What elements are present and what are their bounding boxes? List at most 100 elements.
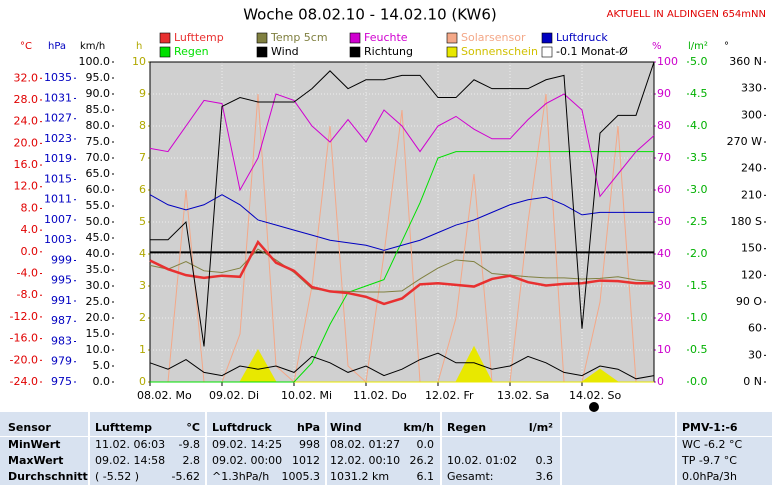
y-tick-label: 28.0 bbox=[14, 93, 39, 106]
y-tick-label: 10 bbox=[657, 343, 671, 356]
series-line bbox=[149, 248, 655, 293]
y-tick-label: 5 bbox=[139, 215, 146, 228]
axis-unit: °C bbox=[20, 41, 32, 52]
y-tick-label: 2.5 bbox=[690, 215, 708, 228]
table-cell-text: WC -6.2 °C bbox=[682, 438, 743, 451]
y-tick-label: 85.0 bbox=[86, 103, 111, 116]
table-cell-text: 1031.2 km bbox=[330, 470, 389, 483]
axis-unit: h bbox=[136, 41, 142, 52]
y-tick-label: 1015 bbox=[44, 172, 72, 185]
table-cell-text: 10.02. 01:02 bbox=[447, 454, 517, 467]
table-cell-text: -9.8 bbox=[179, 438, 200, 451]
y-tick-label: 80.0 bbox=[86, 119, 111, 132]
series-line bbox=[149, 239, 654, 306]
x-tick-label: 08.02. Mo bbox=[137, 389, 192, 402]
y-tick-label: 90 O bbox=[736, 295, 762, 308]
y-tick-label: 95.0 bbox=[86, 71, 111, 84]
y-tick-label: 30 bbox=[657, 279, 671, 292]
table-cell bbox=[562, 412, 675, 436]
y-tick-label: 50.0 bbox=[86, 215, 111, 228]
table-cell bbox=[0, 437, 88, 453]
legend-swatch bbox=[159, 46, 171, 58]
series-line bbox=[150, 151, 654, 383]
y-tick-label: 7 bbox=[139, 151, 146, 164]
legend-label: Luftdruck bbox=[556, 31, 608, 44]
table-cell-text: ^1.3hPa/h bbox=[212, 470, 269, 483]
y-tick-label: 6 bbox=[139, 183, 146, 196]
y-tick-label: 20.0 bbox=[14, 136, 39, 149]
table-cell-text: 11.02. 06:03 bbox=[95, 438, 165, 451]
table-header: Lufttemp bbox=[95, 421, 152, 434]
y-tick-label: 100 bbox=[657, 55, 678, 68]
y-tick-label: 2.0 bbox=[690, 247, 708, 260]
table-cell bbox=[327, 469, 440, 485]
y-tick-label: 20 bbox=[657, 311, 671, 324]
x-tick-label: 09.02. Di bbox=[209, 389, 259, 402]
table-cell bbox=[90, 437, 205, 453]
y-tick-label: 10 bbox=[132, 55, 146, 68]
y-tick-label: -12.0 bbox=[10, 310, 38, 323]
y-tick-label: 60.0 bbox=[86, 183, 111, 196]
y-tick-label: 270 W bbox=[727, 135, 762, 148]
y-tick-label: 100.0 bbox=[79, 55, 111, 68]
y-tick-label: 0 N bbox=[743, 375, 762, 388]
y-tick-label: 40 bbox=[657, 247, 671, 260]
y-tick-label: 1011 bbox=[44, 193, 72, 206]
y-tick-label: 991 bbox=[51, 294, 72, 307]
legend-swatch bbox=[446, 46, 458, 58]
x-tick-label: 12.02. Fr bbox=[425, 389, 474, 402]
table-header: Luftdruck bbox=[212, 421, 273, 434]
table-cell-text: TP -9.7 °C bbox=[681, 454, 737, 467]
y-tick-label: 4.5 bbox=[690, 87, 708, 100]
station-note: AKTUELL IN ALDINGEN 654mNN bbox=[607, 9, 766, 20]
chart-title: Woche 08.02.10 - 14.02.10 (KW6) bbox=[243, 6, 497, 24]
axis-unit: l/m² bbox=[688, 41, 708, 52]
table-cell-text: 1012 bbox=[292, 454, 320, 467]
table-cell bbox=[562, 437, 675, 453]
legend-swatch bbox=[541, 32, 553, 44]
y-tick-label: 70 bbox=[657, 151, 671, 164]
legend-swatch bbox=[256, 46, 268, 58]
y-tick-label: 9 bbox=[139, 87, 146, 100]
table-cell-text: 08.02. 01:27 bbox=[330, 438, 400, 451]
series-line bbox=[150, 61, 655, 347]
legend-swatch bbox=[159, 32, 171, 44]
y-tick-label: 2 bbox=[139, 311, 146, 324]
y-tick-label: 90 bbox=[657, 87, 671, 100]
table-cell bbox=[442, 412, 560, 436]
table-header: Regen bbox=[447, 421, 486, 434]
y-tick-label: 1019 bbox=[44, 152, 72, 165]
table-cell-text: ( -5.52 ) bbox=[95, 470, 139, 483]
table-cell-text: 26.2 bbox=[410, 454, 435, 467]
table-cell bbox=[442, 469, 560, 485]
table-cell-text: 1005.3 bbox=[282, 470, 321, 483]
table-cell-text: Durchschnitt bbox=[8, 470, 88, 483]
y-tick-label: 979 bbox=[51, 355, 72, 368]
table-header: l/m² bbox=[529, 421, 553, 434]
y-tick-label: 1.0 bbox=[690, 311, 708, 324]
table-header: PMV-1:-6 bbox=[682, 421, 738, 434]
x-tick-label: 13.02. Sa bbox=[497, 389, 549, 402]
y-tick-label: 30.0 bbox=[86, 279, 111, 292]
y-tick-label: 40.0 bbox=[86, 247, 111, 260]
y-tick-label: 1035 bbox=[44, 71, 72, 84]
y-tick-label: 0 bbox=[139, 375, 146, 388]
y-tick-label: 0.5 bbox=[690, 343, 708, 356]
y-tick-label: 3.5 bbox=[690, 151, 708, 164]
x-tick-label: 10.02. Mi bbox=[281, 389, 332, 402]
y-tick-label: 10.0 bbox=[86, 343, 111, 356]
y-tick-label: -16.0 bbox=[10, 332, 38, 345]
y-tick-label: 55.0 bbox=[86, 199, 111, 212]
legend-label: Wind bbox=[271, 45, 299, 58]
table-cell bbox=[677, 453, 772, 469]
table-cell bbox=[442, 453, 560, 469]
x-tick-label: 11.02. Do bbox=[353, 389, 407, 402]
table-cell bbox=[207, 469, 325, 485]
y-tick-label: 8 bbox=[139, 119, 146, 132]
y-tick-label: 0.0 bbox=[690, 375, 708, 388]
table-cell bbox=[562, 453, 675, 469]
y-tick-label: 150 bbox=[741, 242, 762, 255]
table-cell-text: MinWert bbox=[8, 438, 60, 451]
table-header: Wind bbox=[330, 421, 362, 434]
y-tick-label: 70.0 bbox=[86, 151, 111, 164]
